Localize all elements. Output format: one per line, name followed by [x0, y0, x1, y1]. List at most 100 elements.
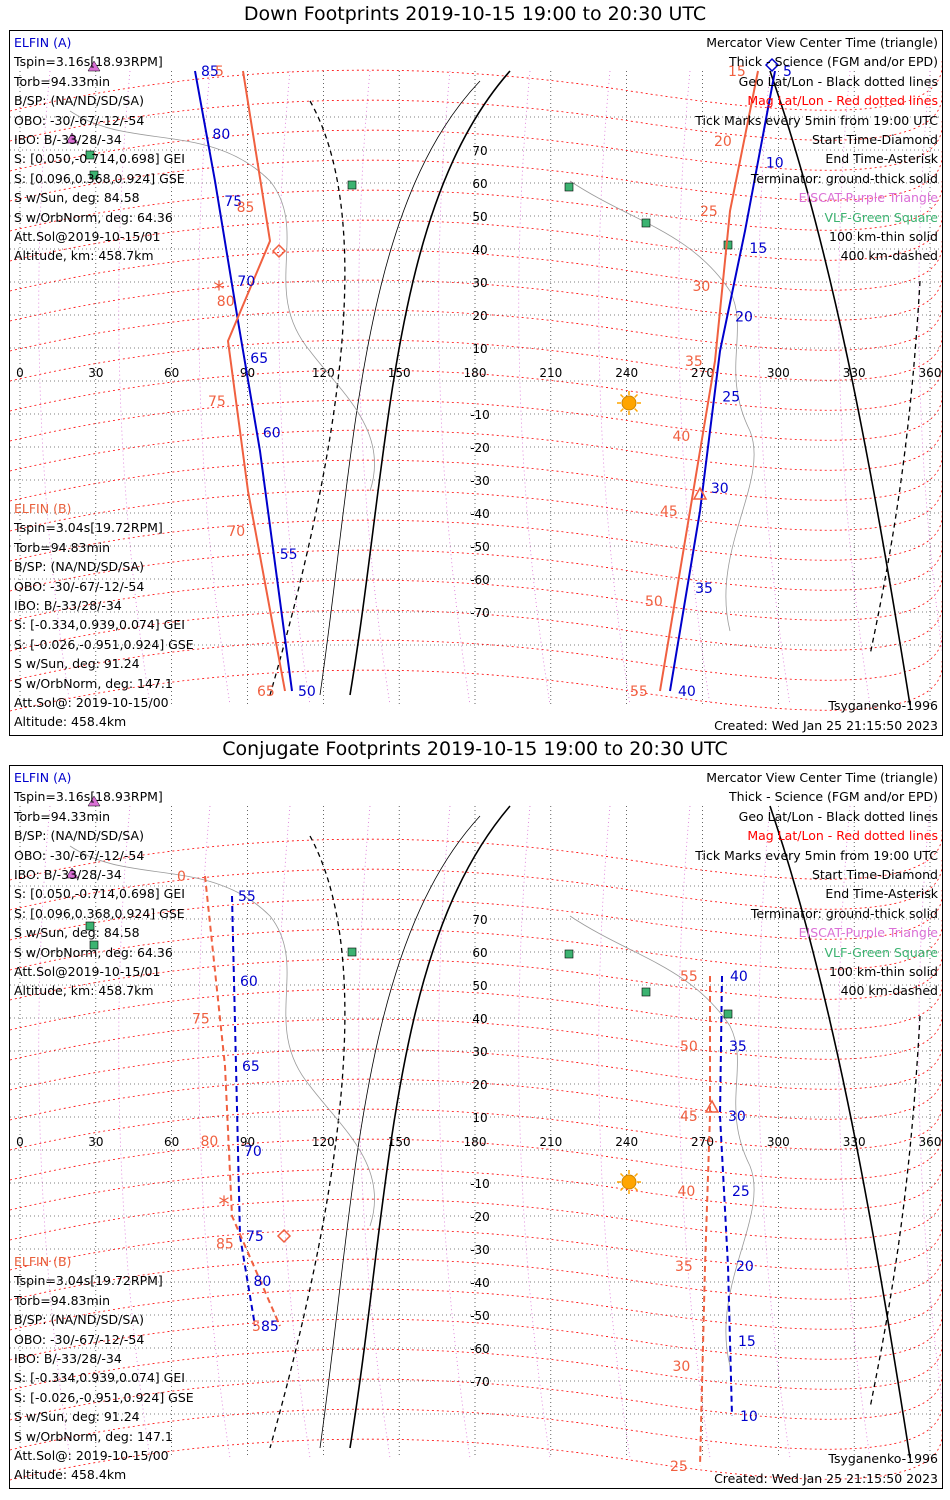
elfin-a-tick-label: 55: [280, 547, 298, 563]
sun-ray: [619, 393, 624, 398]
info-line: S: [-0.026,-0.951,0.924] GSE: [14, 636, 194, 652]
sun-icon: [621, 395, 637, 411]
terminator-ground-line: [349, 70, 511, 696]
info-line: B/SP: (NA/ND/SD/SA): [14, 1312, 144, 1328]
eiscat-triangle-icon: [704, 1099, 720, 1113]
elfin-b-tick-label: 80: [201, 1134, 219, 1150]
mag-longitude-line: [678, 70, 711, 706]
lon-tick-label: 30: [88, 1135, 103, 1149]
info-line: IBO: B/-33/28/-34: [14, 1351, 122, 1367]
elfin-a-tick-label: 80: [254, 1274, 272, 1290]
lat-tick-label: -50: [470, 1309, 490, 1323]
legend-entry: Mercator View Center Time (triangle): [706, 770, 938, 785]
legend-entry: EISCAT-Purple Triangle: [798, 925, 938, 941]
legend-entry: Start Time-Diamond: [811, 132, 938, 148]
info-line: IBO: B/-33/28/-34: [14, 598, 122, 614]
legend-entry: VLF-Green Square: [824, 944, 938, 960]
elfin-a-info: ELFIN (A) Tspin=3.16s[18.93RPM] Torb=94.…: [14, 768, 185, 1001]
lon-tick-label: 180: [464, 366, 487, 380]
eiscat-triangle-icon: [87, 60, 101, 72]
mag-longitude-line: [918, 70, 942, 653]
elfin-b-tick-label: 85: [237, 200, 255, 216]
elfin-a-tick-label: 40: [730, 969, 748, 985]
legend-entry: Mag Lat/Lon - Red dotted lines: [747, 828, 938, 844]
terminator-100km-line: [319, 815, 481, 1449]
info-line: IBO: B/-33/28/-34: [14, 132, 122, 148]
lon-tick-label: 270: [691, 1135, 714, 1149]
elfin-b-tick-label: 15: [728, 64, 746, 80]
elfin-b-tick-label: 75: [192, 1012, 210, 1028]
end-asterisk-icon: *: [214, 278, 225, 303]
lat-tick-label: -10: [470, 1177, 490, 1191]
lat-tick-label: -40: [470, 507, 490, 521]
legend-entry: Tick Marks every 5min from 19:00 UTC: [695, 847, 938, 863]
info-line: Torb=94.83min: [14, 1292, 111, 1308]
lon-tick-label: 300: [767, 1135, 790, 1149]
info-line: S: [-0.026,-0.951,0.924] GSE: [14, 1389, 194, 1405]
created-timestamp: Created: Wed Jan 25 21:15:50 2023: [714, 718, 938, 733]
end-asterisk-icon: *: [219, 1193, 230, 1218]
info-line: S: [0.096,0.368,0.924] GSE: [14, 170, 185, 186]
sun-ray: [619, 408, 624, 413]
info-line: Torb=94.83min: [14, 539, 111, 555]
elfin-b-tick-label: 70: [227, 524, 245, 540]
panel-title: Down Footprints 2019-10-15 19:00 to 20:3…: [243, 3, 707, 25]
legend-entry: 100 km-thin solid: [829, 229, 938, 245]
elfin-b-tick-label: 55: [680, 969, 698, 985]
elfin-a-trace: [718, 975, 733, 1417]
elfin-b-trace: [699, 976, 711, 1467]
info-line: S w/OrbNorm, deg: 64.36: [14, 944, 173, 960]
vlf-square-icon: [89, 940, 99, 950]
elfin-a-label: ELFIN (A): [14, 35, 72, 50]
info-line: S w/Sun, deg: 91.24: [14, 656, 140, 672]
vlf-square-icon: [85, 150, 95, 160]
elfin-a-tick-label: 25: [722, 390, 740, 406]
lon-tick-label: 360: [919, 366, 942, 380]
mag-longitude-line: [518, 805, 551, 1459]
coastline: [69, 110, 755, 632]
info-line: B/SP: (NA/ND/SD/SA): [14, 93, 144, 109]
elfin-b-info: ELFIN (B) Tspin=3.04s[19.72RPM] Torb=94.…: [14, 499, 194, 732]
lon-tick-label: 60: [164, 366, 179, 380]
lon-tick-label: 330: [843, 1135, 866, 1149]
info-line: B/SP: (NA/ND/SD/SA): [14, 559, 144, 575]
elfin-b-tick-label: 30: [673, 1359, 691, 1375]
elfin-a-tick-label: 60: [263, 425, 281, 441]
lat-tick-label: 70: [472, 144, 487, 158]
lat-tick-label: -20: [470, 1210, 490, 1224]
lon-tick-label: 300: [767, 366, 790, 380]
elfin-b-tick-label: 35: [685, 354, 703, 370]
lat-tick-label: 30: [472, 1045, 487, 1059]
terminator-400km-line: [869, 280, 921, 656]
terminator-100km-line: [319, 80, 481, 696]
conjugate-footprints-panel: Conjugate Footprints 2019-10-15 19:00 to…: [0, 735, 950, 1495]
info-line: Att.Sol@: 2019-10-15/00: [14, 695, 169, 711]
map-frame: 0 30 60 90 120 150 180 210 240 270 300 330 360 70 60 50…: [9, 30, 943, 736]
elfin-b-info: ELFIN (B) Tspin=3.04s[19.72RPM] Torb=94.…: [14, 1252, 194, 1485]
info-line: S w/OrbNorm, deg: 64.36: [14, 209, 173, 225]
map-frame: 0 30 60 90 120 150 180 210 240 270 300 330 360 70 60 50…: [9, 765, 943, 1489]
info-line: Tspin=3.04s[19.72RPM]: [14, 1273, 163, 1289]
lat-tick-label: 50: [472, 210, 487, 224]
info-line: S: [-0.334,0.939,0.074] GEI: [14, 1370, 185, 1386]
lat-tick-label: 40: [472, 243, 487, 257]
created-timestamp: Created: Wed Jan 25 21:15:50 2023: [714, 1471, 938, 1486]
elfin-a-tick-label: 70: [244, 1144, 262, 1160]
elfin-b-label: ELFIN (B): [14, 501, 72, 516]
info-line: S w/Sun, deg: 84.58: [14, 190, 140, 206]
sun-ray: [634, 1187, 639, 1192]
elfin-b-tick-label: 30: [693, 279, 711, 295]
lon-tick-label: 60: [164, 1135, 179, 1149]
lat-tick-label: -70: [470, 606, 490, 620]
mag-longitude-line: [198, 805, 231, 1459]
elfin-a-tick-label: 40: [678, 684, 696, 700]
vlf-square-icon: [347, 947, 357, 957]
elfin-a-tick-label: 30: [711, 481, 729, 497]
legend-entry: VLF-Green Square: [824, 209, 938, 225]
info-line: Tspin=3.16s[18.93RPM]: [14, 789, 163, 805]
info-line: OBO: -30/-67/-12/-54: [14, 847, 145, 863]
elfin-a-tick-label: 20: [736, 1259, 754, 1275]
elfin-b-tick-label: 50: [645, 594, 663, 610]
legend-entry: 100 km-thin solid: [829, 964, 938, 980]
legend-entry: Thick - Science (FGM and/or EPD): [729, 54, 938, 70]
